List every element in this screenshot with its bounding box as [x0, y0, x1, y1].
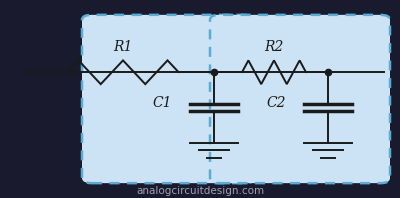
- Text: R1: R1: [113, 40, 133, 53]
- Text: C2: C2: [266, 96, 286, 110]
- FancyBboxPatch shape: [82, 15, 254, 183]
- Text: C1: C1: [152, 96, 172, 110]
- Text: analogcircuitdesign.com: analogcircuitdesign.com: [136, 186, 264, 196]
- Text: R2: R2: [264, 40, 284, 53]
- FancyBboxPatch shape: [210, 15, 390, 183]
